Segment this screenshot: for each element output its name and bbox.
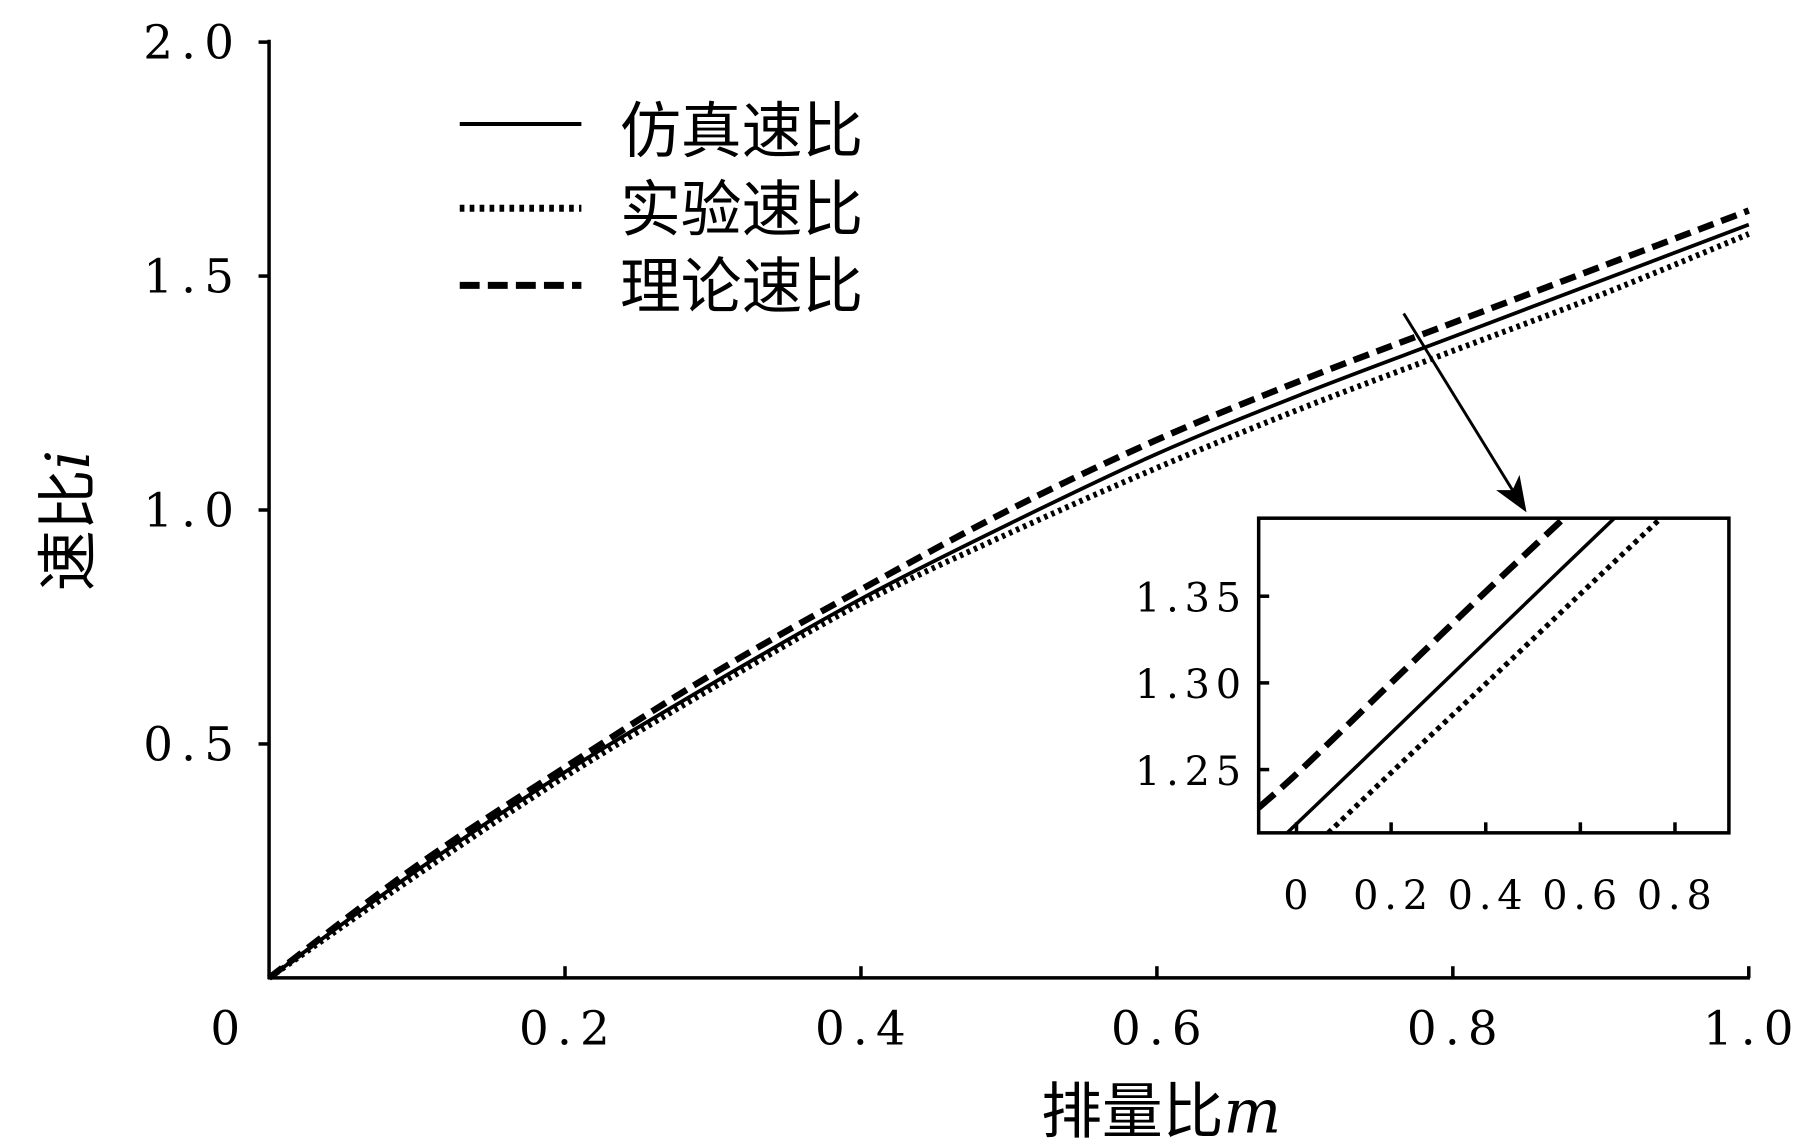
zoom-arrow: [1402, 312, 1527, 513]
y-axis: 0.5 1.0 1.5 2.0: [143, 16, 271, 980]
y-axis-title: 速比i: [34, 450, 104, 591]
zoom-arrow-shaft: [1402, 312, 1514, 491]
x-tick-label: 0.2: [519, 1003, 618, 1057]
x-axis-title-text: 排量比: [1041, 1077, 1223, 1144]
legend-label: 理论速比: [620, 253, 863, 323]
inset-y-tick-label: 1.35: [1135, 575, 1247, 621]
series-line-solid: [267, 222, 1750, 980]
inset-x-tick-label: 0.8: [1637, 873, 1718, 919]
x-axis-title: 排量比m: [1041, 1077, 1281, 1144]
x-axis: 0 0.2 0.4 0.6 0.8 1.0: [210, 966, 1802, 1057]
inset-series-line-dotted: [1326, 518, 1663, 833]
y-tick-label: 0.5: [143, 718, 242, 772]
series-line-dashed: [267, 207, 1750, 981]
inset-plot: 1.25 1.30 1.35 0 0.2 0.4 0.6 0.8: [1135, 516, 1731, 919]
inset-x-axis: 0 0.2 0.4 0.6 0.8: [1283, 822, 1718, 919]
legend-item: 理论速比: [459, 253, 863, 323]
legend-label: 仿真速比: [620, 97, 863, 167]
inset-x-tick-label: 0.4: [1448, 873, 1529, 919]
x-tick-label: 0.4: [815, 1003, 914, 1057]
inset-y-tick-label: 1.25: [1135, 749, 1247, 795]
y-tick-label: 1.0: [143, 484, 242, 538]
legend-item: 实验速比: [459, 175, 863, 245]
y-tick-label: 2.0: [143, 16, 242, 70]
inset-x-tick-label: 0: [1283, 873, 1314, 919]
x-axis-title-variable: m: [1224, 1077, 1282, 1144]
inset-series-line-solid: [1285, 518, 1616, 833]
legend-item: 仿真速比: [459, 97, 863, 167]
inset-x-tick-label: 0.6: [1542, 873, 1623, 919]
inset-y-axis: 1.25 1.30 1.35: [1135, 575, 1270, 795]
legend-label: 实验速比: [620, 175, 863, 245]
series-layer: [267, 207, 1750, 981]
x-tick-label: 0: [210, 1003, 248, 1057]
inset-series-layer: [1258, 518, 1663, 833]
zoom-arrow-head: [1496, 474, 1527, 513]
legend: 仿真速比 实验速比 理论速比: [459, 97, 863, 323]
y-axis-title-text: 速比: [34, 469, 104, 591]
series-line-dotted: [267, 231, 1750, 981]
x-tick-label: 0.8: [1407, 1003, 1506, 1057]
inset-y-tick-label: 1.30: [1135, 662, 1247, 708]
x-tick-label: 0.6: [1111, 1003, 1210, 1057]
inset-x-tick-label: 0.2: [1353, 873, 1434, 919]
inset-series-line-dashed: [1258, 518, 1567, 811]
x-tick-label: 1.0: [1703, 1003, 1802, 1057]
y-axis-title-variable: i: [34, 450, 104, 469]
y-tick-label: 1.5: [143, 250, 242, 304]
main-plot: 0.5 1.0 1.5 2.0 0 0.2 0.4 0.6 0.8 1.0 仿真速比 实验速比 …: [34, 16, 1802, 1144]
